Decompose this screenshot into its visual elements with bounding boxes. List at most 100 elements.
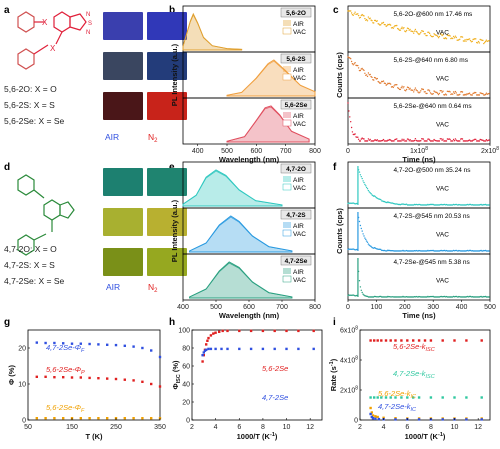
decay-point	[422, 138, 425, 140]
decay-point	[422, 30, 425, 33]
data-point	[441, 396, 444, 399]
decay-point	[484, 41, 486, 44]
x-tick-label: 10	[283, 424, 291, 431]
y-tick-label: 40	[182, 382, 190, 389]
data-point	[44, 341, 47, 345]
decay-point	[475, 138, 477, 141]
decay-point	[475, 38, 477, 40]
photo-swatch	[147, 208, 187, 236]
decay-point	[359, 174, 362, 176]
charts-layer: 5,6-2OAIRVAC5,6-2SAIRVAC5,6-2SeAIRVAC400…	[7, 5, 499, 441]
subpanel-tag: 5,6-2O	[286, 10, 306, 17]
legend-swatch-vac	[282, 229, 292, 237]
decay-point	[478, 94, 481, 96]
decay-point	[454, 138, 457, 140]
data-point	[132, 379, 135, 382]
data-point	[53, 376, 56, 379]
data-point	[201, 354, 204, 357]
legend-air: AIR	[293, 21, 304, 28]
x-tick-label: 2	[358, 424, 362, 431]
decay-note: VAC	[436, 30, 449, 37]
x-tick-label: 0	[346, 304, 350, 311]
series-label: 5,6-2Se-ΦP	[46, 365, 85, 376]
data-point	[205, 343, 208, 346]
decay-point	[357, 64, 359, 67]
data-point	[389, 339, 392, 342]
data-point	[394, 418, 397, 421]
data-point	[380, 339, 383, 342]
decay-note: VAC	[436, 232, 449, 239]
data-point	[384, 396, 388, 399]
decay-point	[350, 12, 353, 14]
decay-point	[452, 91, 455, 93]
data-point	[97, 417, 100, 420]
data-point	[141, 380, 144, 383]
decay-point	[374, 196, 377, 198]
decay-point	[366, 75, 369, 78]
decay-point	[445, 38, 448, 40]
decay-point	[483, 42, 485, 45]
data-point	[412, 396, 415, 399]
decay-point	[412, 89, 414, 92]
compound-label-56-2s: 5,6-2S: X = S	[4, 100, 55, 110]
data-point	[441, 339, 444, 342]
data-point	[106, 417, 109, 420]
decay-point	[373, 22, 375, 24]
data-point	[202, 354, 205, 357]
photo-grid-bottom	[103, 168, 187, 276]
decay-point	[348, 110, 350, 112]
legend-vac: VAC	[293, 121, 306, 128]
x-tick-label: 6	[237, 424, 241, 431]
data-point	[132, 345, 135, 348]
decay-point	[347, 102, 349, 104]
data-point	[150, 349, 153, 352]
decay-point	[366, 140, 369, 142]
decay-label: 5,6-2Se-@640 nm 0.64 ms	[393, 103, 472, 110]
decay-point	[358, 220, 361, 223]
data-point	[226, 347, 229, 351]
decay-point	[419, 33, 421, 35]
decay-point	[488, 40, 490, 42]
decay-point	[445, 94, 448, 96]
data-point	[297, 347, 300, 351]
decay-point	[484, 140, 487, 142]
data-point	[88, 417, 91, 420]
decay-point	[385, 84, 387, 86]
decay-point	[407, 86, 410, 89]
decay-point	[374, 19, 377, 22]
decay-point	[389, 23, 391, 25]
decay-point	[488, 139, 490, 141]
data-point	[106, 377, 109, 380]
y-tick-label: 10	[18, 382, 26, 389]
y-tick-label: 4x108	[340, 356, 358, 365]
data-point	[238, 329, 241, 333]
decay-point	[350, 126, 353, 129]
photo-swatch	[103, 52, 143, 80]
legend-swatch-air	[283, 268, 291, 274]
decay-point	[364, 72, 366, 75]
decay-point	[444, 93, 447, 95]
decay-point	[400, 87, 402, 89]
decay-point	[408, 29, 410, 31]
decay-point	[485, 39, 488, 41]
decay-point	[468, 92, 471, 94]
decay-point	[360, 14, 362, 17]
decay-point	[403, 86, 405, 88]
decay-point	[420, 140, 422, 142]
y-axis-label: Counts (cps)	[335, 208, 344, 254]
decay-point	[359, 224, 362, 227]
decay-point	[384, 82, 386, 85]
decay-point	[432, 93, 434, 95]
series-label: 4,7-2Se-kISC	[393, 369, 435, 380]
compound-label-56-2o: 5,6-2O: X = O	[4, 84, 57, 94]
decay-point	[371, 20, 373, 22]
decay-point	[373, 140, 375, 142]
hetero-atom-x-2: X	[50, 44, 56, 53]
decay-point	[488, 296, 490, 298]
spectrum-vac	[226, 60, 316, 97]
y-tick-label: 20	[182, 400, 190, 407]
decay-point	[409, 139, 411, 141]
decay-point	[368, 191, 370, 193]
plot-frame	[359, 329, 491, 421]
plot-frame	[27, 329, 161, 421]
